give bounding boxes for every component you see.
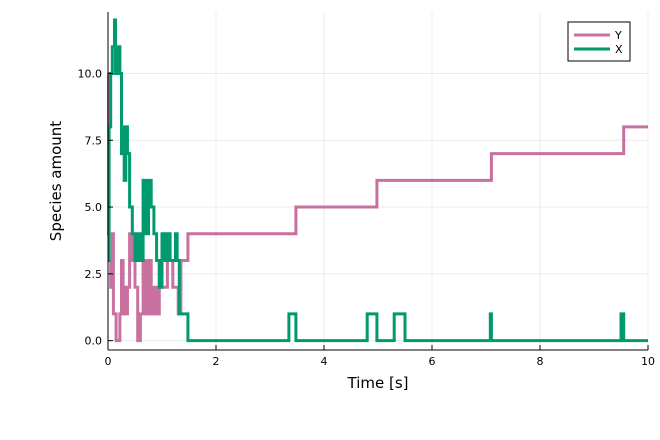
x-tick-label: 2 [213,355,220,368]
y-tick-label: 10.0 [78,67,103,80]
y-tick-label: 7.5 [85,134,103,147]
ticks: 0 2 4 6 8 10 0.0 2.5 5.0 7.5 10.0 [78,67,656,368]
y-tick-label: 0.0 [85,335,103,348]
x-tick-label: 8 [537,355,544,368]
legend-label-y: Y [614,29,622,42]
series-x-line [107,18,648,343]
legend: YX [567,21,631,62]
x-axis-label: Time [s] [347,374,409,392]
y-axis-label: Species amount [47,121,65,241]
series-y-line [107,71,648,343]
y-tick-label: 5.0 [85,201,103,214]
x-tick-label: 6 [429,355,436,368]
series-layer [107,18,648,343]
x-tick-label: 0 [105,355,112,368]
x-tick-label: 10 [641,355,655,368]
legend-box [567,21,631,62]
y-tick-label: 2.5 [85,268,103,281]
x-tick-label: 4 [321,355,328,368]
legend-label-x: X [615,43,623,56]
